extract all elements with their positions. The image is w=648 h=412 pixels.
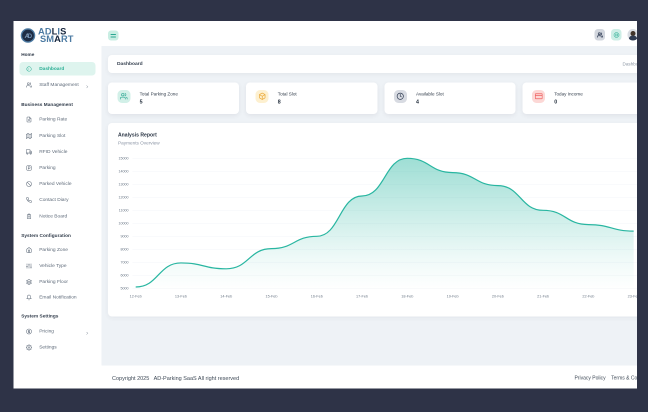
svg-text:D: D: [28, 34, 33, 40]
svg-text:A: A: [24, 34, 29, 40]
